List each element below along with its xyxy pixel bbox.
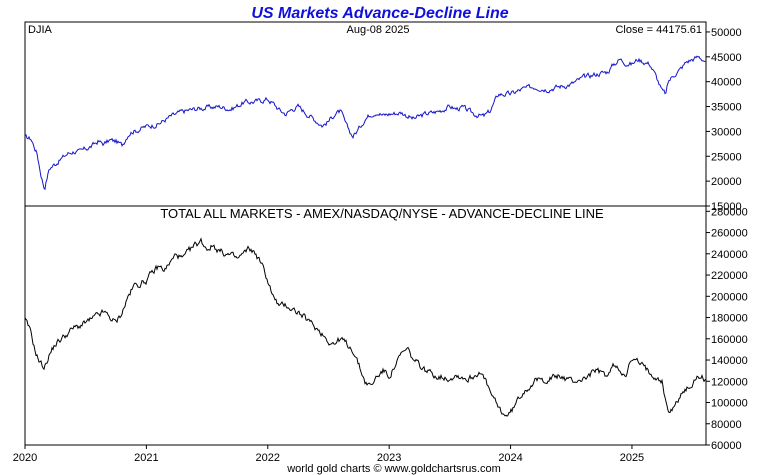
plot-frame (24, 21, 707, 446)
bottom-y-tick-label: 280000 (711, 206, 748, 218)
x-tick-label: 2025 (620, 452, 644, 464)
x-tick-label: 2022 (256, 452, 280, 464)
footer-credit: world gold charts © www.goldchartsrus.co… (286, 463, 501, 475)
bottom-y-tick-label: 80000 (711, 419, 742, 431)
chart-title: US Markets Advance-Decline Line (251, 5, 508, 22)
top-y-tick-label: 35000 (711, 102, 742, 114)
bottom-y-tick-label: 240000 (711, 249, 748, 261)
bottom-y-tick-label: 220000 (711, 270, 748, 282)
x-tick-label: 2021 (134, 452, 158, 464)
bottom-y-tick-label: 180000 (711, 313, 748, 325)
top-y-tick-label: 15000 (711, 201, 742, 213)
bottom-y-tick-label: 120000 (711, 376, 748, 388)
bottom-y-axis: 60000 80000 100000 120000 140000 160000 180000… (706, 206, 748, 452)
top-y-tick-label: 30000 (711, 126, 742, 138)
bottom-y-tick-label: 160000 (711, 334, 748, 346)
x-axis: 2020 2021 2022 2023 2024 2025 (13, 445, 644, 464)
top-y-tick-label: 40000 (711, 77, 742, 89)
x-tick-label: 2024 (498, 452, 522, 464)
bottom-y-tick-label: 140000 (711, 355, 748, 367)
top-y-tick-label: 20000 (711, 176, 742, 188)
symbol-label: DJIA (28, 24, 53, 36)
x-tick-label: 2020 (13, 452, 37, 464)
advance-decline-series-line (24, 237, 707, 417)
bottom-y-tick-label: 200000 (711, 291, 748, 303)
top-y-tick-label: 25000 (711, 151, 742, 163)
bottom-y-tick-label: 260000 (711, 228, 748, 240)
top-y-axis: 15000 20000 25000 30000 35000 40000 45000 50000 (706, 27, 742, 213)
x-tick-label: 2023 (377, 452, 401, 464)
top-y-tick-label: 45000 (711, 52, 742, 64)
bottom-y-tick-label: 60000 (711, 440, 742, 452)
top-y-tick-label: 50000 (711, 27, 742, 39)
bottom-y-tick-label: 100000 (711, 398, 748, 410)
djia-series-line (24, 55, 707, 191)
date-label: Aug-08 2025 (347, 24, 410, 36)
panel2-title: TOTAL ALL MARKETS - AMEX/NASDAQ/NYSE - A… (160, 206, 604, 221)
close-label: Close = 44175.61 (615, 24, 702, 36)
